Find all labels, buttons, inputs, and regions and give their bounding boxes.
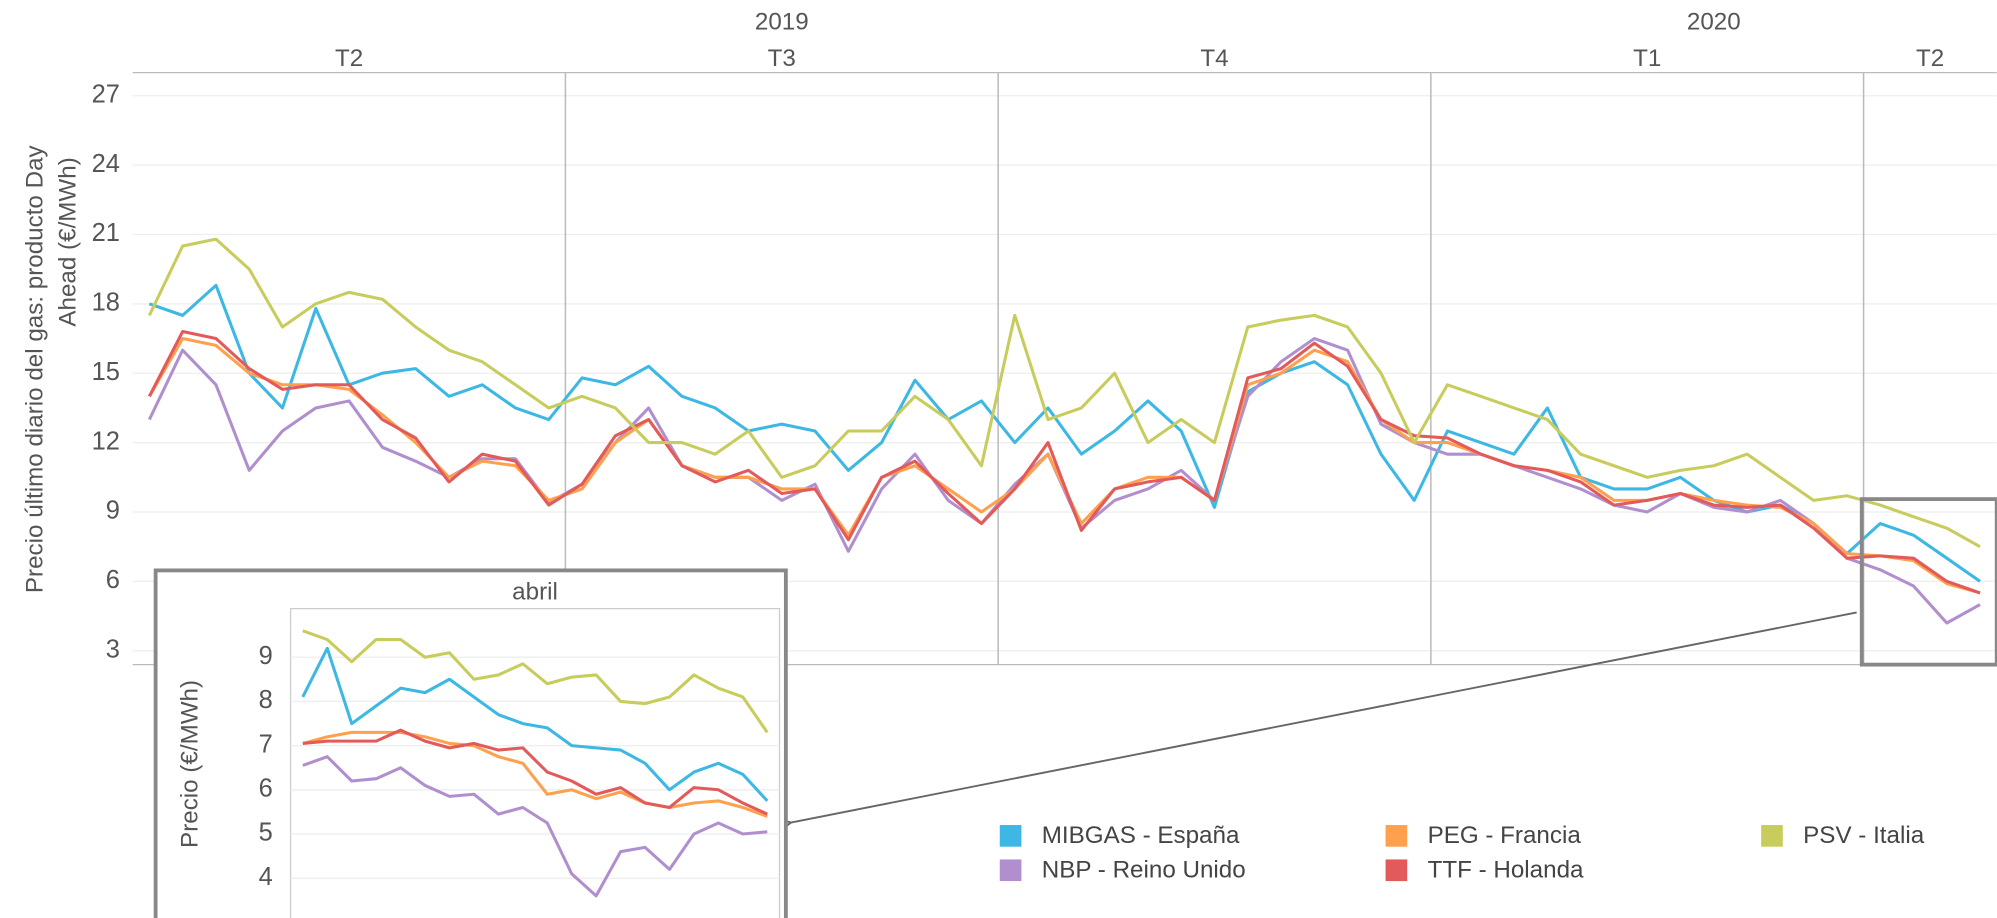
y-tick-label: 9 bbox=[106, 497, 120, 525]
inset-chart: 4 5 6 7 8 9 abril Precio (€/MWh) bbox=[153, 568, 788, 918]
y-tick-label: 9 bbox=[259, 642, 273, 670]
zoom-arrow bbox=[791, 611, 1857, 822]
y-tick-label: 24 bbox=[92, 150, 120, 178]
series-line bbox=[148, 283, 1981, 583]
y-tick-label: 21 bbox=[92, 219, 120, 247]
legend: MIBGAS - España NBP - Reino Unido PEG - Fr… bbox=[999, 822, 1925, 883]
y-tick-label: 8 bbox=[259, 686, 273, 714]
legend-swatch bbox=[1385, 859, 1408, 882]
series-line bbox=[301, 646, 769, 802]
series-line bbox=[148, 237, 1981, 549]
series-line bbox=[302, 730, 768, 818]
y-tick-label: 4 bbox=[259, 863, 273, 891]
quarter-label: T4 bbox=[1200, 45, 1228, 72]
y-tick-label: 6 bbox=[259, 775, 273, 803]
y-tick-label: 3 bbox=[106, 635, 120, 663]
quarter-label: T3 bbox=[768, 45, 796, 72]
legend-label: PSV - Italia bbox=[1803, 822, 1925, 849]
legend-label: NBP - Reino Unido bbox=[1042, 856, 1246, 883]
y-axis-title: Precio último diario del gas: producto D… bbox=[21, 144, 48, 593]
series-line bbox=[302, 629, 769, 734]
main-chart: 3 6 9 12 15 18 21 24 27 T2 T3 T4 T1 T2 2019 2020 Precio … bbox=[21, 8, 1997, 666]
inset-plot-frame bbox=[289, 607, 781, 918]
quarter-label: T2 bbox=[1916, 45, 1944, 72]
y-tick-label: 7 bbox=[259, 730, 273, 758]
year-label: 2020 bbox=[1687, 8, 1741, 35]
y-tick-label: 15 bbox=[92, 358, 120, 386]
quarter-label: T2 bbox=[335, 45, 363, 72]
legend-label: TTF - Holanda bbox=[1428, 856, 1584, 883]
legend-swatch bbox=[999, 859, 1022, 882]
inset-title: abril bbox=[512, 579, 558, 606]
y-axis-title: Precio (€/MWh) bbox=[177, 680, 204, 848]
series-line bbox=[148, 330, 1981, 595]
y-tick-label: 27 bbox=[92, 80, 120, 108]
legend-swatch bbox=[1385, 825, 1408, 847]
legend-label: MIBGAS - España bbox=[1042, 822, 1240, 849]
quarter-label: T1 bbox=[1633, 45, 1661, 72]
y-tick-label: 5 bbox=[259, 819, 273, 847]
series-line bbox=[302, 728, 768, 816]
legend-label: PEG - Francia bbox=[1428, 822, 1582, 849]
y-axis-title: Ahead (€/MWh) bbox=[54, 157, 81, 326]
series-line bbox=[302, 755, 768, 898]
legend-swatch bbox=[1761, 825, 1783, 847]
y-tick-label: 12 bbox=[92, 427, 120, 455]
y-tick-label: 6 bbox=[106, 566, 120, 594]
y-tick-label: 18 bbox=[92, 289, 120, 317]
legend-swatch bbox=[999, 825, 1022, 847]
year-label: 2019 bbox=[755, 8, 809, 35]
